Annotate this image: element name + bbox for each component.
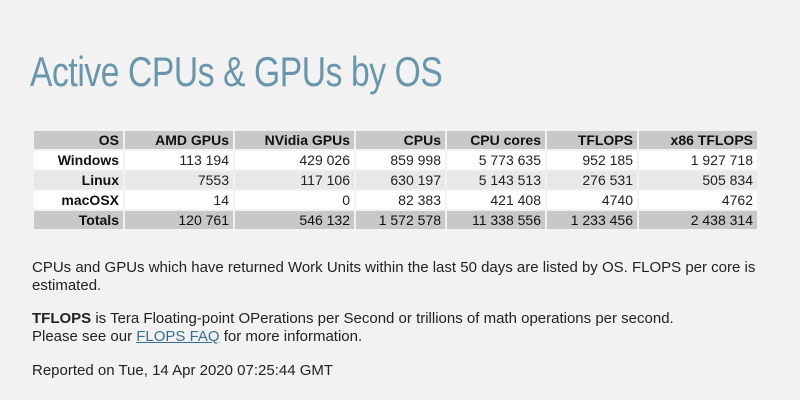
cell-tflops: 276 531 [547,171,637,189]
cell-nvidia-gpus: 429 026 [235,151,354,169]
total-cpu-cores: 11 338 556 [447,211,545,229]
table-row-linux: Linux 7553 117 106 630 197 5 143 513 276… [34,171,757,189]
cell-cpu-cores: 421 408 [447,191,545,209]
column-header-tflops: TFLOPS [547,131,637,149]
cell-tflops: 952 185 [547,151,637,169]
column-header-os: OS [34,131,123,149]
cell-cpus: 859 998 [356,151,445,169]
column-header-cpu-cores: CPU cores [447,131,545,149]
row-label-os: macOSX [34,191,123,209]
cell-nvidia-gpus: 117 106 [235,171,354,189]
cell-cpus: 630 197 [356,171,445,189]
tflops-note: TFLOPS is Tera Floating-point OPerations… [32,310,772,346]
tflops-term: TFLOPS [32,310,92,327]
column-header-cpus: CPUs [356,131,445,149]
row-label-os: Linux [34,171,123,189]
cell-amd-gpus: 7553 [125,171,233,189]
total-x86-tflops: 2 438 314 [639,211,757,229]
table-header-row: OS AMD GPUs NVidia GPUs CPUs CPU cores T… [34,131,757,149]
column-header-nvidia-gpus: NVidia GPUs [235,131,354,149]
total-tflops: 1 233 456 [547,211,637,229]
flops-faq-link[interactable]: FLOPS FAQ [136,328,220,345]
tflops-definition: is Tera Floating-point OPerations per Se… [91,310,674,327]
see-suffix: for more information. [219,328,363,345]
cell-x86-tflops: 1 927 718 [639,151,757,169]
report-timestamp: Reported on Tue, 14 Apr 2020 07:25:44 GM… [32,362,334,379]
column-header-x86-tflops: x86 TFLOPS [639,131,757,149]
os-stats-table: OS AMD GPUs NVidia GPUs CPUs CPU cores T… [32,129,759,231]
total-amd-gpus: 120 761 [125,211,233,229]
table-totals-row: Totals 120 761 546 132 1 572 578 11 338 … [34,211,757,229]
table-row-windows: Windows 113 194 429 026 859 998 5 773 63… [34,151,757,169]
cell-x86-tflops: 505 834 [639,171,757,189]
column-header-amd-gpus: AMD GPUs [125,131,233,149]
cell-x86-tflops: 4762 [639,191,757,209]
total-cpus: 1 572 578 [356,211,445,229]
total-nvidia-gpus: 546 132 [235,211,354,229]
cell-cpu-cores: 5 773 635 [447,151,545,169]
cell-tflops: 4740 [547,191,637,209]
row-label-os: Windows [34,151,123,169]
see-prefix: Please see our [32,328,137,345]
cell-cpus: 82 383 [356,191,445,209]
cell-nvidia-gpus: 0 [235,191,354,209]
cell-amd-gpus: 14 [125,191,233,209]
description-text: CPUs and GPUs which have returned Work U… [32,259,756,294]
table-row-macosx: macOSX 14 0 82 383 421 408 4740 4762 [34,191,757,209]
cell-amd-gpus: 113 194 [125,151,233,169]
page-title: Active CPUs & GPUs by OS [30,48,443,95]
row-label-totals: Totals [34,211,123,229]
cell-cpu-cores: 5 143 513 [447,171,545,189]
